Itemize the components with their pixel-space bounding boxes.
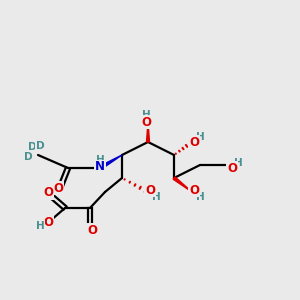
- Text: N: N: [95, 160, 105, 173]
- Polygon shape: [146, 122, 149, 142]
- Text: D: D: [24, 152, 32, 162]
- Text: D: D: [36, 141, 44, 151]
- Text: H: H: [152, 192, 160, 202]
- Text: O: O: [227, 161, 237, 175]
- Text: H: H: [96, 155, 104, 165]
- Text: O: O: [141, 116, 151, 128]
- Text: H: H: [142, 110, 150, 120]
- Polygon shape: [173, 177, 192, 192]
- Text: O: O: [189, 184, 199, 196]
- Polygon shape: [99, 155, 122, 169]
- Text: H: H: [36, 221, 44, 231]
- Text: D: D: [28, 142, 36, 152]
- Text: O: O: [145, 184, 155, 196]
- Text: O: O: [87, 224, 97, 236]
- Text: H: H: [196, 132, 204, 142]
- Text: O: O: [43, 187, 53, 200]
- Text: H: H: [234, 158, 242, 168]
- Text: O: O: [43, 217, 53, 230]
- Text: O: O: [53, 182, 63, 194]
- Text: O: O: [189, 136, 199, 148]
- Text: H: H: [196, 192, 204, 202]
